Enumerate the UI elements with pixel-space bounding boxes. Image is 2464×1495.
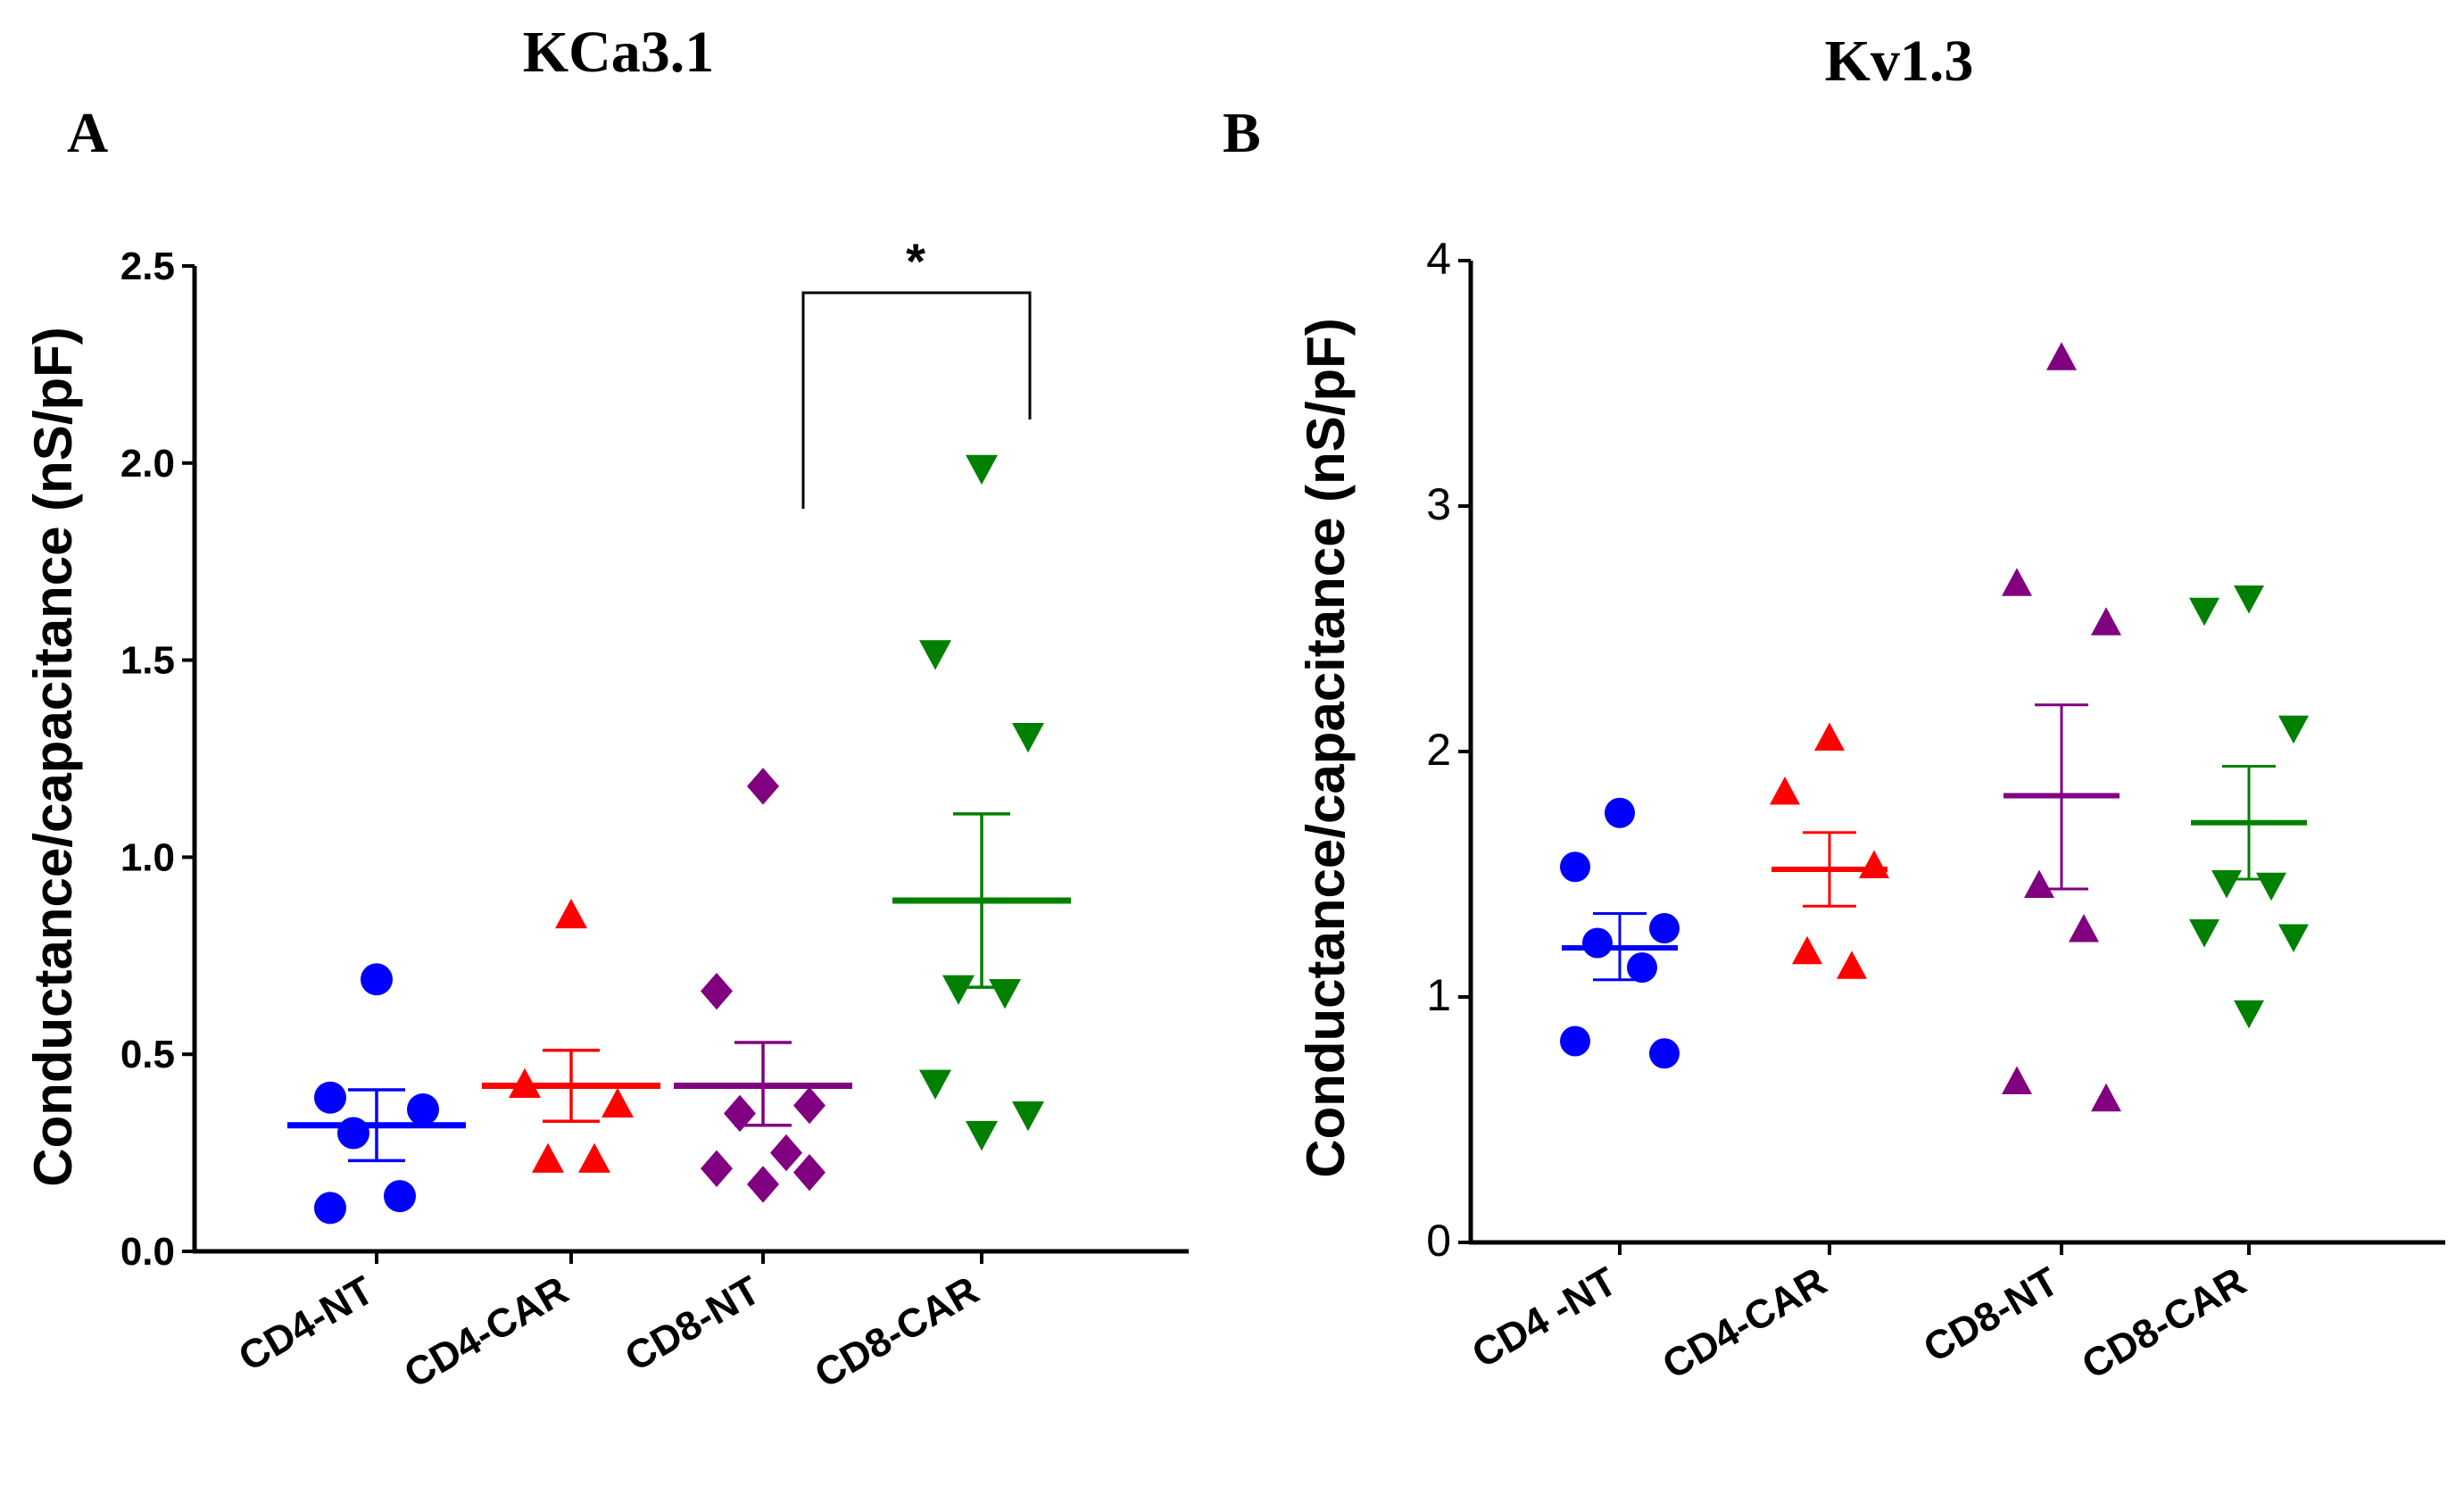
data-point <box>2189 919 2219 948</box>
significance-star: * <box>906 233 925 289</box>
data-point <box>1560 1026 1590 1057</box>
data-point <box>2211 870 2242 899</box>
data-point <box>2091 607 2121 635</box>
data-point <box>747 1166 779 1203</box>
series-cd4-car <box>482 898 660 1173</box>
data-point <box>601 1087 634 1118</box>
data-point <box>724 1094 756 1133</box>
series-cd8-car <box>2189 586 2309 1029</box>
panel-b-letter: B <box>1223 101 1261 164</box>
x-category-label: CD4-NT <box>231 1267 381 1380</box>
panel-b-x-ticks: CD4 -NT CD4-CAR CD8-NT CD8-CAR <box>1464 1242 2253 1388</box>
panel-b-kv13: Kv1.3 B Conductance/capacitance (nS/pF) … <box>1223 29 2445 1388</box>
data-point <box>578 1142 610 1173</box>
data-point <box>1605 797 1635 828</box>
data-point <box>701 1150 733 1187</box>
data-point <box>1837 951 1867 979</box>
data-point <box>966 454 998 486</box>
data-point <box>747 768 779 805</box>
data-point <box>770 1134 802 1172</box>
data-point <box>1649 1038 1680 1069</box>
data-point <box>532 1142 564 1173</box>
data-point <box>989 979 1021 1009</box>
data-point <box>2256 872 2286 901</box>
series-cd8-nt <box>674 768 852 1203</box>
data-point <box>919 640 951 670</box>
data-point <box>2278 924 2309 952</box>
data-point <box>966 1121 998 1151</box>
data-point <box>314 1192 346 1225</box>
data-point <box>2189 597 2219 627</box>
data-point <box>2002 1066 2032 1094</box>
panel-a-series <box>287 454 1071 1225</box>
panel-a-ylabel: Conductance/capacitance (nS/pF) <box>23 327 83 1187</box>
data-point <box>942 975 975 1005</box>
data-point <box>2234 1000 2264 1029</box>
data-point <box>793 1153 825 1192</box>
series-cd4-car <box>1770 722 1889 979</box>
x-category-label: CD8-CAR <box>2074 1258 2253 1387</box>
data-point <box>1814 722 1845 751</box>
data-point <box>2024 869 2054 898</box>
data-point <box>337 1117 369 1150</box>
data-point <box>1012 723 1044 753</box>
panel-a-title: KCa3.1 <box>523 20 715 85</box>
y-tick-label: 1.0 <box>120 835 175 879</box>
y-tick-label: 0.0 <box>120 1230 175 1274</box>
panel-a-x-ticks: CD4-NT CD4-CAR CD8-NT CD8-CAR <box>231 1251 986 1397</box>
data-point <box>2069 914 2099 943</box>
data-point <box>407 1093 439 1126</box>
data-point <box>1582 927 1613 959</box>
data-point <box>1012 1100 1044 1132</box>
panel-a-y-ticks: 0.0 0.5 1.0 1.5 2.0 2.5 <box>120 245 195 1274</box>
data-point <box>1770 777 1800 805</box>
panel-b-y-ticks: 0 1 2 3 4 <box>1426 234 1471 1266</box>
data-point <box>1792 935 1822 965</box>
panel-a-letter: A <box>67 101 108 164</box>
x-category-label: CD4-CAR <box>396 1267 576 1396</box>
data-point <box>555 898 587 929</box>
series-cd4-nt <box>1560 797 1680 1069</box>
data-point <box>1859 850 1889 878</box>
data-point <box>384 1180 416 1213</box>
significance-bracket: * <box>801 233 1032 509</box>
y-tick-label: 4 <box>1426 234 1451 284</box>
data-point <box>1649 913 1680 943</box>
significance-line <box>801 291 1032 509</box>
y-tick-label: 2 <box>1426 725 1451 775</box>
y-tick-label: 1 <box>1426 970 1451 1020</box>
data-point <box>1627 952 1657 983</box>
data-point <box>2046 342 2077 370</box>
series-cd8-car <box>892 454 1071 1151</box>
data-point <box>1560 851 1590 883</box>
data-point <box>919 1069 951 1100</box>
data-point <box>793 1086 825 1125</box>
y-tick-label: 2.0 <box>120 442 175 486</box>
y-tick-label: 3 <box>1426 479 1451 529</box>
x-category-label: CD8-NT <box>618 1267 767 1380</box>
panel-a-kca31: KCa3.1 A Conductance/capacitance (nS/pF)… <box>23 20 1189 1397</box>
x-category-label: CD8-CAR <box>807 1267 986 1396</box>
data-point <box>2091 1083 2121 1112</box>
y-tick-label: 0 <box>1426 1216 1451 1266</box>
x-category-label: CD4-CAR <box>1655 1258 1834 1387</box>
y-tick-label: 1.5 <box>120 639 175 683</box>
panel-b-title: Kv1.3 <box>1825 29 1974 94</box>
x-category-label: CD4 -NT <box>1464 1258 1624 1376</box>
panel-b-series <box>1560 342 2309 1112</box>
series-cd4-nt <box>287 963 466 1225</box>
data-point <box>2234 586 2264 614</box>
data-point <box>361 963 393 996</box>
data-point <box>701 972 733 1010</box>
data-point <box>2002 568 2032 596</box>
x-category-label: CD8-NT <box>1916 1258 2066 1371</box>
data-point <box>2278 715 2309 744</box>
y-tick-label: 2.5 <box>120 245 175 288</box>
series-cd8-nt <box>2002 342 2121 1112</box>
data-point <box>314 1081 346 1114</box>
panel-b-ylabel: Conductance/capacitance (nS/pF) <box>1296 318 1356 1178</box>
y-tick-label: 0.5 <box>120 1033 175 1076</box>
